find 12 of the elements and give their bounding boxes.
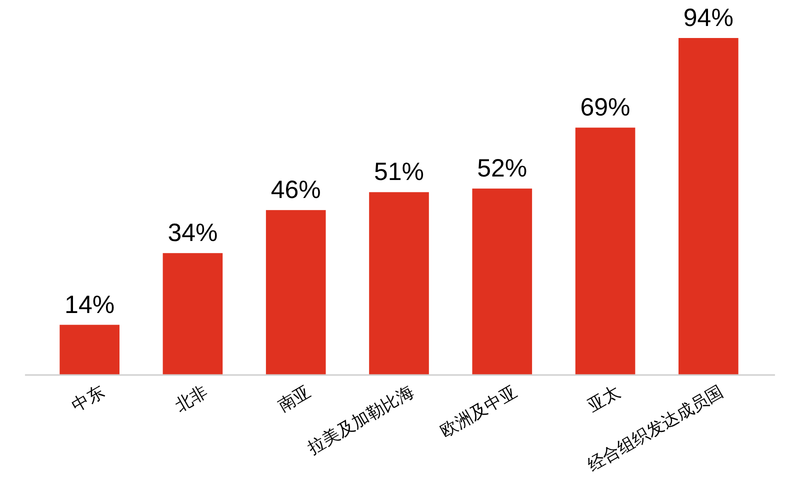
x-tick-label: 北非 [172, 382, 211, 416]
x-tick-label: 亚太 [584, 382, 624, 416]
x-tick-label: 南亚 [274, 382, 314, 416]
data-label: 46% [270, 176, 321, 204]
data-label: 52% [477, 154, 528, 183]
data-label: 14% [64, 290, 115, 319]
data-label: 51% [374, 158, 424, 186]
data-label: 34% [168, 219, 218, 248]
data-label: 94% [683, 4, 734, 32]
x-tick-label: 欧洲及中亚 [437, 382, 520, 441]
x-tick-label: 中东 [68, 382, 108, 416]
data-label: 69% [580, 94, 630, 122]
